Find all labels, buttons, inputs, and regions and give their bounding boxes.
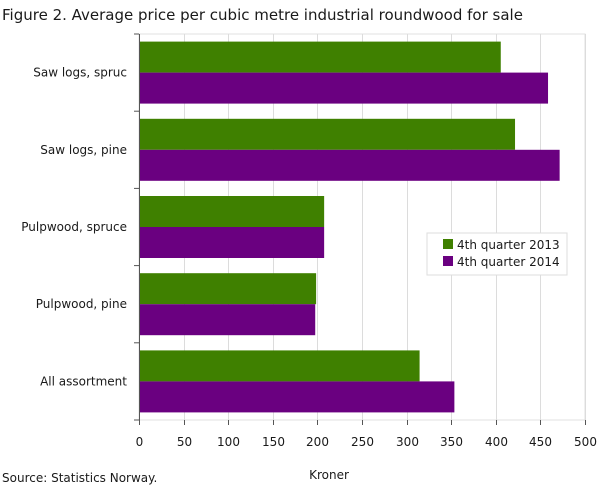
chart-title: Figure 2. Average price per cubic metre …: [2, 6, 523, 24]
source-note: Source: Statistics Norway.: [2, 471, 158, 485]
bar-0-series-0: [139, 41, 501, 73]
bar-3-series-0: [139, 273, 317, 305]
bars: [139, 41, 560, 413]
bar-4-series-1: [139, 381, 455, 413]
x-axis-label: Kroner: [309, 468, 349, 482]
legend: 4th quarter 2013 4th quarter 2014: [426, 232, 568, 276]
x-tick-label-350: 350: [440, 435, 463, 449]
bar-0-series-1: [139, 72, 549, 104]
category-label-1: Saw logs, pine: [40, 143, 127, 157]
legend-label-1: 4th quarter 2014: [457, 255, 560, 269]
x-tick-label-150: 150: [262, 435, 285, 449]
legend-swatch-0: [443, 239, 453, 249]
bar-4-series-0: [139, 350, 420, 382]
bar-3-series-1: [139, 304, 316, 336]
category-label-4: All assortment: [40, 374, 127, 388]
category-label-2: Pulpwood, spruce: [21, 220, 127, 234]
category-label-0: Saw logs, spruc: [33, 66, 127, 80]
x-tick-label-50: 50: [177, 435, 192, 449]
x-tick-label-450: 450: [529, 435, 552, 449]
category-label-3: Pulpwood, pine: [36, 297, 127, 311]
bar-2-series-1: [139, 227, 325, 258]
x-tick-label-200: 200: [306, 435, 329, 449]
x-tick-label-250: 250: [351, 435, 374, 449]
legend-swatch-1: [443, 256, 453, 266]
x-tick-label-300: 300: [396, 435, 419, 449]
bar-1-series-0: [139, 118, 516, 150]
legend-label-0: 4th quarter 2013: [457, 238, 560, 252]
x-tick-label-0: 0: [136, 435, 144, 449]
x-tick-label-500: 500: [574, 435, 597, 449]
axes: 0 50 100 150 200 250 300 350 400 450 500 Saw logs, …: [21, 33, 597, 449]
bar-1-series-1: [139, 149, 560, 181]
x-tick-label-400: 400: [485, 435, 508, 449]
bar-2-series-0: [139, 196, 325, 227]
x-tick-label-100: 100: [217, 435, 240, 449]
